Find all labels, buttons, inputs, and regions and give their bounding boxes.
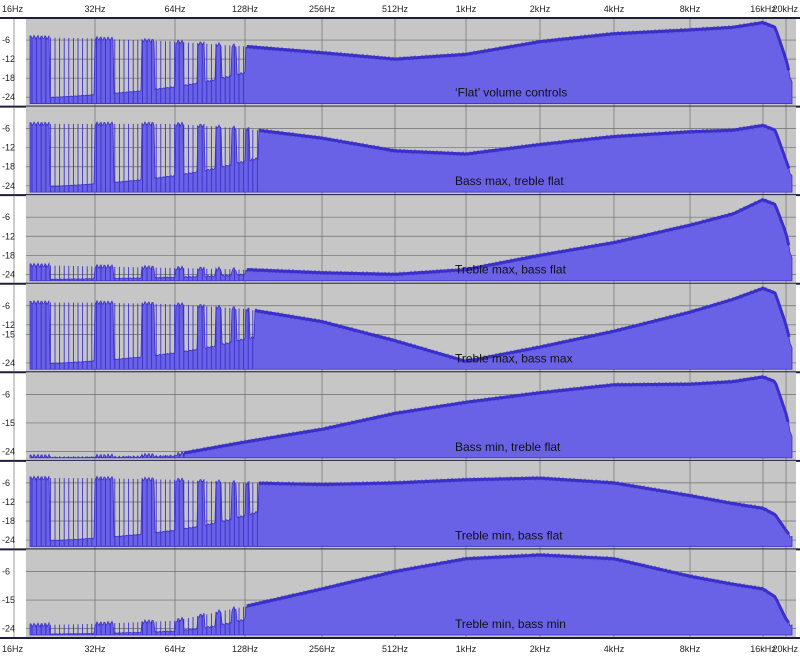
x-tick-label: 1kHz: [456, 644, 477, 654]
y-tick-label: -12: [2, 54, 15, 64]
panel-caption: Treble max, bass max: [455, 351, 573, 365]
panel-caption: Treble max, bass flat: [455, 263, 567, 277]
x-tick-label: 16kHz: [750, 644, 776, 654]
x-tick-label: 8kHz: [680, 4, 701, 14]
y-tick-label: -24: [2, 624, 15, 634]
harmonic-spikes: [31, 453, 185, 458]
panel-caption: Bass max, treble flat: [455, 174, 564, 188]
harmonic-spikes: [31, 123, 258, 193]
y-tick-label: -6: [2, 301, 10, 311]
x-tick-label: 20kHz: [772, 4, 798, 14]
x-tick-label: 256Hz: [309, 4, 336, 14]
harmonic-spikes: [31, 478, 258, 547]
x-tick-label: 20kHz: [772, 644, 798, 654]
panel-caption: Treble min, bass min: [455, 617, 566, 631]
panel-caption: Treble min, bass flat: [455, 528, 563, 542]
panel-caption: Bass min, treble flat: [455, 440, 561, 454]
top-frequency-axis: 16Hz 32Hz 64Hz 128Hz 256Hz 512Hz 1kHz 2kHz 4kHz 8…: [2, 4, 798, 14]
spectrum-envelope: [246, 21, 791, 71]
spectrum-envelope: [258, 123, 791, 169]
spectrum-panel: -6 -12-15 -24 Treble max, bass max: [0, 283, 800, 374]
x-tick-label: 4kHz: [604, 4, 625, 14]
y-tick-label: -12: [2, 320, 15, 330]
spectrum-panel: -6 -12 -18 -24 ‘Flat’ volume controls: [0, 18, 800, 108]
y-tick-label: -6: [2, 389, 10, 399]
y-tick-label: -24: [2, 269, 15, 279]
harmonic-spikes: [31, 302, 254, 370]
x-tick-label: 16kHz: [750, 4, 776, 14]
y-tick-label: -6: [2, 124, 10, 134]
spectrum-panel: -6 -15 -24 Bass min, treble flat: [0, 372, 800, 462]
spectrum-panel: -6 -15 -24 Treble min, bass min: [0, 549, 800, 639]
y-tick-label: -18: [2, 162, 15, 172]
x-tick-label: 32Hz: [84, 4, 106, 14]
harmonic-spikes: [31, 265, 245, 281]
x-tick-label: 128Hz: [232, 644, 259, 654]
y-tick-label: -12: [2, 231, 15, 241]
bottom-frequency-axis: 16Hz 32Hz 64Hz 128Hz 256Hz 512Hz 1kHz 2kHz 4kHz 8…: [2, 644, 798, 654]
y-tick-label: -15: [2, 418, 15, 428]
y-tick-label: -18: [2, 250, 15, 260]
y-tick-label: -15: [2, 329, 15, 339]
harmonic-spikes: [31, 37, 245, 104]
x-tick-label: 16Hz: [2, 644, 24, 654]
spectrum-envelope: [183, 375, 790, 455]
y-tick-label: -15: [2, 595, 15, 605]
x-tick-label: 64Hz: [164, 644, 186, 654]
x-tick-label: 2kHz: [530, 644, 551, 654]
x-tick-label: 64Hz: [164, 4, 186, 14]
spectrum-envelope: [246, 553, 790, 624]
y-tick-label: -12: [2, 497, 15, 507]
y-tick-label: -6: [2, 478, 10, 488]
y-tick-label: -12: [2, 143, 15, 153]
y-tick-label: -24: [2, 447, 15, 457]
y-tick-label: -6: [2, 212, 10, 222]
x-tick-label: 32Hz: [84, 644, 106, 654]
y-tick-label: -24: [2, 181, 15, 191]
x-tick-label: 8kHz: [680, 644, 701, 654]
y-tick-label: -24: [2, 92, 15, 102]
panel-caption: ‘Flat’ volume controls: [455, 86, 567, 100]
y-tick-label: -24: [2, 358, 15, 368]
y-tick-label: -6: [2, 35, 10, 45]
x-tick-label: 16Hz: [2, 4, 24, 14]
x-tick-label: 512Hz: [382, 4, 409, 14]
harmonic-spikes: [31, 606, 245, 635]
spectrum-panel: -6 -12 -18 -24 Treble max, bass flat: [0, 195, 800, 285]
spectrum-panel: -6 -12 -18 -24 Bass max, treble flat: [0, 106, 800, 197]
y-tick-label: -18: [2, 516, 15, 526]
x-tick-label: 4kHz: [604, 644, 625, 654]
x-tick-label: 256Hz: [309, 644, 336, 654]
x-tick-label: 1kHz: [456, 4, 477, 14]
x-tick-label: 512Hz: [382, 644, 409, 654]
x-tick-label: 2kHz: [530, 4, 551, 14]
spectrum-panel: -6 -12 -18 -24 Treble min, bass flat: [0, 460, 800, 551]
x-tick-label: 128Hz: [232, 4, 259, 14]
y-tick-label: -6: [2, 566, 10, 576]
spectrum-envelope: [246, 198, 791, 276]
spectrum-envelope: [258, 476, 791, 536]
y-tick-label: -24: [2, 535, 15, 545]
y-tick-label: -18: [2, 73, 15, 83]
spectrum-envelope: [254, 286, 791, 363]
